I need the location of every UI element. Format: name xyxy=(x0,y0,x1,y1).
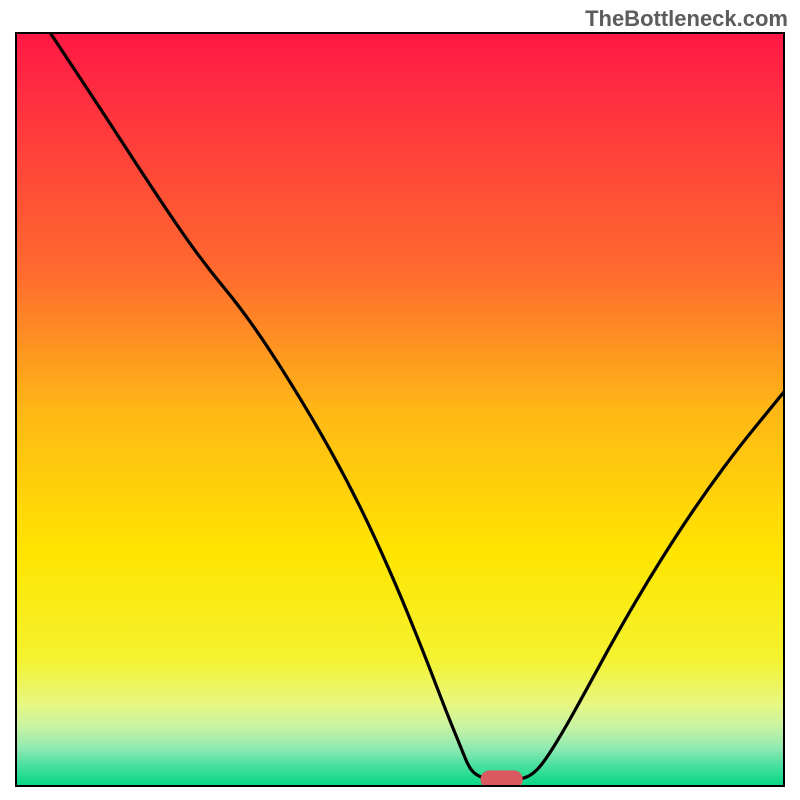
watermark-text: TheBottleneck.com xyxy=(585,6,788,32)
plot-svg xyxy=(15,32,785,787)
optimum-marker xyxy=(480,770,522,787)
plot-background xyxy=(15,32,785,787)
chart-frame: TheBottleneck.com xyxy=(0,0,800,800)
plot-area xyxy=(15,32,785,787)
